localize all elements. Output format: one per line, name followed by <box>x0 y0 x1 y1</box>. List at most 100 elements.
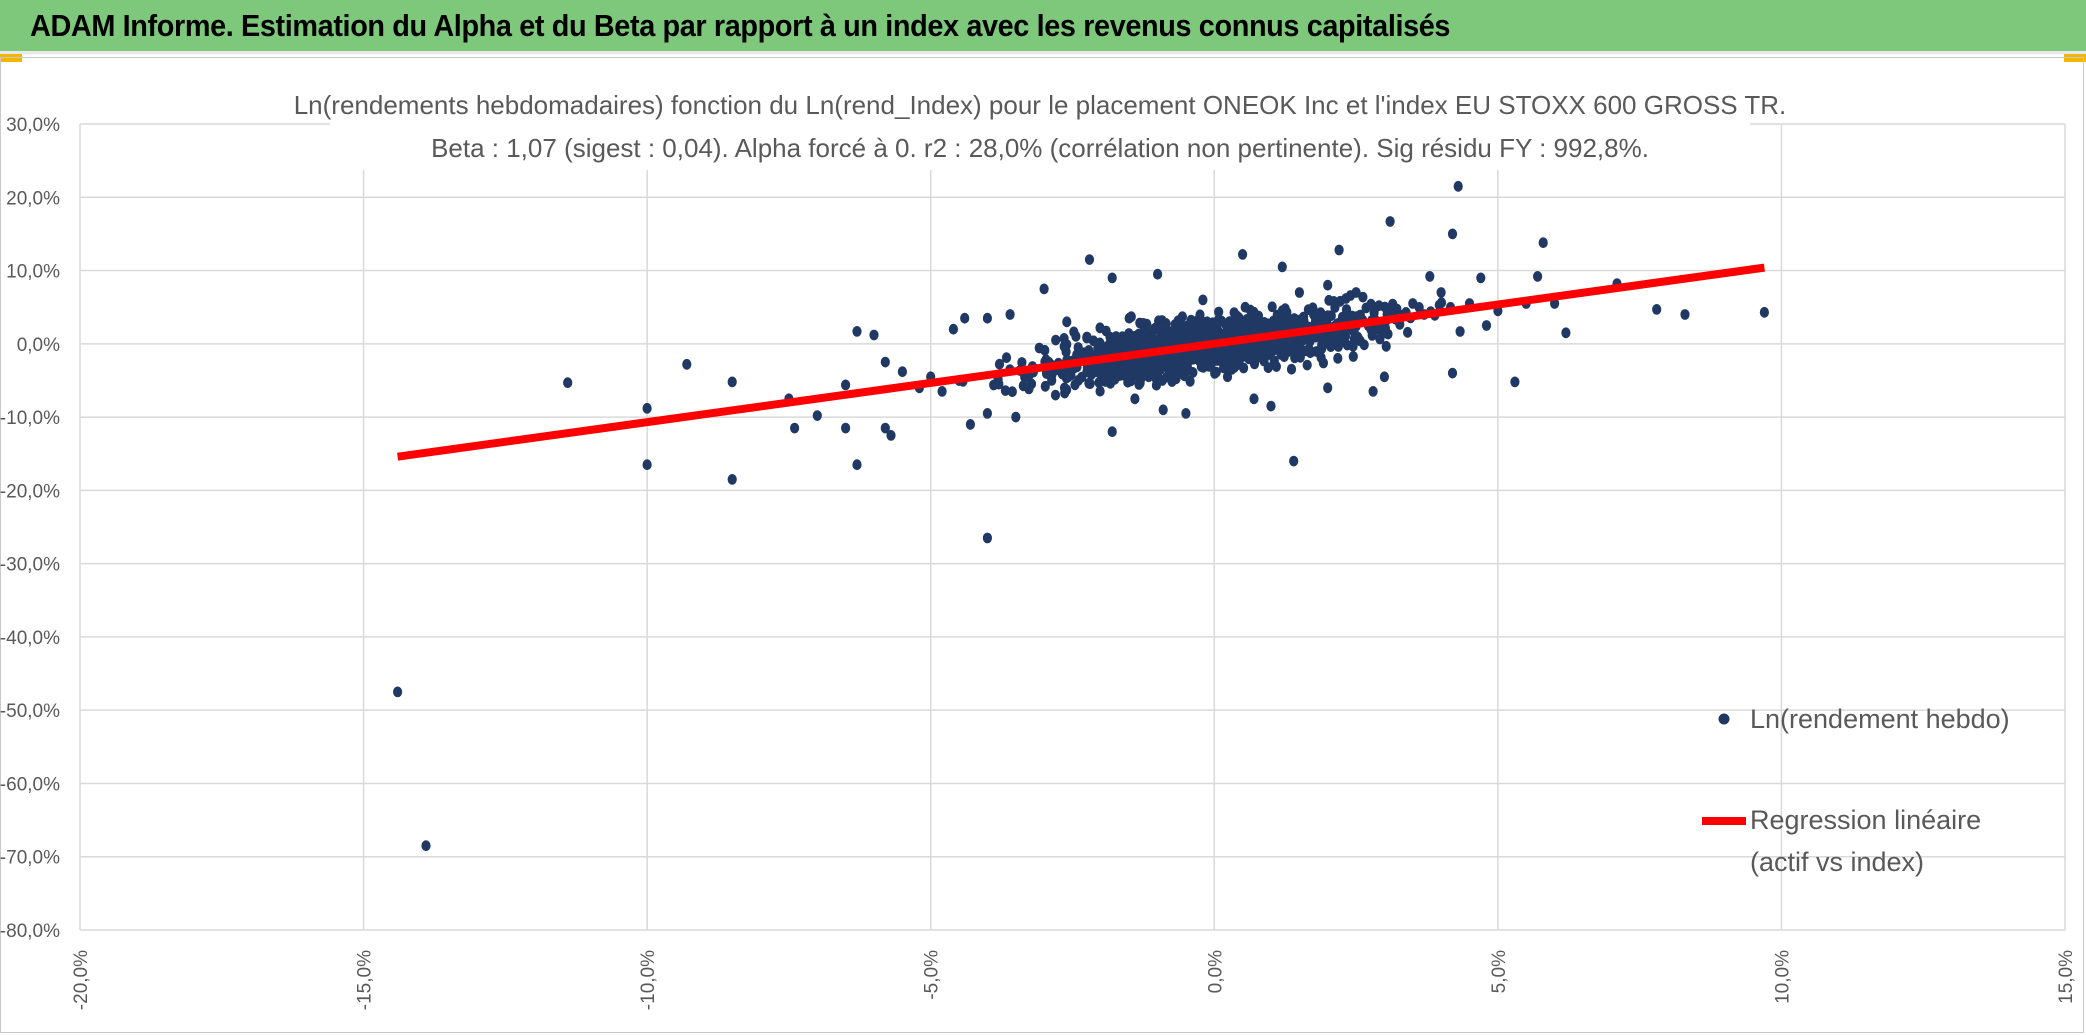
scatter-point <box>1150 322 1160 334</box>
scatter-point <box>642 459 652 471</box>
scatter-point <box>1447 367 1458 379</box>
scatter-point <box>1153 268 1163 280</box>
scatter-point <box>841 379 851 391</box>
scatter-point <box>1286 363 1297 375</box>
x-tick-label: 0,0% <box>1205 950 1226 993</box>
scatter-point <box>1123 367 1133 379</box>
scatter-point <box>1455 326 1465 337</box>
scatter-point <box>1447 228 1458 240</box>
scatter-point <box>1436 297 1447 309</box>
scatter-point <box>1231 319 1241 331</box>
scatter-point <box>393 686 403 698</box>
scatter-point <box>1294 287 1304 298</box>
scatter-point <box>994 378 1004 390</box>
scatter-point <box>1157 315 1167 326</box>
scatter-point <box>1124 359 1135 370</box>
scatter-point <box>1358 291 1368 303</box>
scatter-point <box>682 358 692 370</box>
scatter-point <box>937 386 947 397</box>
scatter-point <box>1323 279 1333 291</box>
scatter-point <box>869 329 879 341</box>
gridlines <box>79 123 2066 931</box>
scatter-point <box>960 312 970 324</box>
data-points <box>393 180 1769 852</box>
scatter-point <box>982 312 993 324</box>
scatter-point <box>897 366 908 378</box>
scatter-point <box>1283 337 1293 348</box>
scatter-point <box>852 326 862 337</box>
scatter-point <box>1476 272 1486 284</box>
scatter-point <box>1073 342 1083 353</box>
scatter-point <box>1379 371 1389 383</box>
scatter-point <box>1453 180 1463 192</box>
scatter-point <box>1185 375 1195 387</box>
scatter-point <box>841 422 851 434</box>
scatter-point <box>1214 306 1224 318</box>
scatter-point <box>1159 354 1169 366</box>
scatter-point <box>1333 352 1343 364</box>
scatter-point <box>1381 340 1391 352</box>
scatter-point <box>1561 327 1571 339</box>
scatter-point <box>852 459 862 471</box>
scatter-point <box>1095 385 1105 397</box>
scatter-point <box>1198 294 1208 306</box>
scatter-point <box>1124 312 1134 324</box>
report-title: ADAM Informe. Estimation du Alpha et du … <box>30 8 1451 43</box>
scatter-point <box>1034 342 1044 354</box>
scatter-point <box>1330 302 1340 313</box>
legend-marker-points <box>1718 713 1730 725</box>
scatter-point <box>1341 293 1351 304</box>
scatter-point <box>1263 362 1273 374</box>
scatter-point <box>1341 309 1352 320</box>
legend: Ln(rendement hebdo) Regression linéaire … <box>1702 704 2010 877</box>
scatter-point <box>1238 249 1248 260</box>
scatter-point <box>1242 319 1252 331</box>
scatter-point <box>1293 346 1303 357</box>
chart-title-background <box>330 82 1750 170</box>
scatter-point <box>1093 343 1103 354</box>
y-tick-label: 20,0% <box>6 188 60 209</box>
x-tick-label: 10,0% <box>1772 950 1793 1004</box>
y-tick-label: -20,0% <box>0 481 60 502</box>
scatter-point <box>1280 346 1290 358</box>
scatter-point <box>1481 320 1492 331</box>
scatter-point <box>1162 371 1172 383</box>
scatter-point <box>1538 237 1548 249</box>
chart-frame <box>0 57 2084 1033</box>
scatter-point <box>1051 334 1061 346</box>
scatter-point <box>1385 216 1395 227</box>
scatter-point <box>1348 351 1358 362</box>
scatter-point <box>1119 341 1129 353</box>
scatter-point <box>1058 366 1068 378</box>
scatter-point <box>1436 287 1446 298</box>
scatter-point <box>1059 341 1069 352</box>
scatter-point <box>1000 385 1011 396</box>
corner-marker-top-right <box>2064 54 2086 62</box>
scatter-point <box>1213 314 1224 326</box>
legend-label-regression-line-2: (actif vs index) <box>1750 847 1924 877</box>
scatter-point <box>1759 306 1769 318</box>
scatter-point <box>1007 386 1017 398</box>
scatter-point <box>1107 272 1117 284</box>
scatter-point <box>1269 355 1279 367</box>
scatter-point <box>1066 369 1076 381</box>
scatter-point <box>1101 325 1111 337</box>
scatter-point <box>1001 352 1012 364</box>
scatter-point <box>1082 332 1092 344</box>
scatter-point <box>1128 335 1138 346</box>
y-tick-label: 0,0% <box>17 335 60 356</box>
y-tick-label: -40,0% <box>0 628 60 649</box>
scatter-point <box>1039 283 1049 295</box>
scatter-point <box>1047 375 1057 386</box>
scatter-point <box>1141 329 1151 340</box>
scatter-point <box>1062 316 1072 328</box>
scatter-point <box>1425 271 1435 282</box>
scatter-point <box>1210 368 1220 379</box>
scatter-point <box>886 430 896 441</box>
scatter-point <box>1368 386 1378 397</box>
legend-label-regression-line-1: Regression linéaire <box>1750 805 1981 835</box>
y-tick-label: -70,0% <box>0 848 60 869</box>
x-tick-label: -10,0% <box>638 950 659 1010</box>
scatter-point <box>1138 338 1149 350</box>
scatter-point <box>1050 389 1061 401</box>
